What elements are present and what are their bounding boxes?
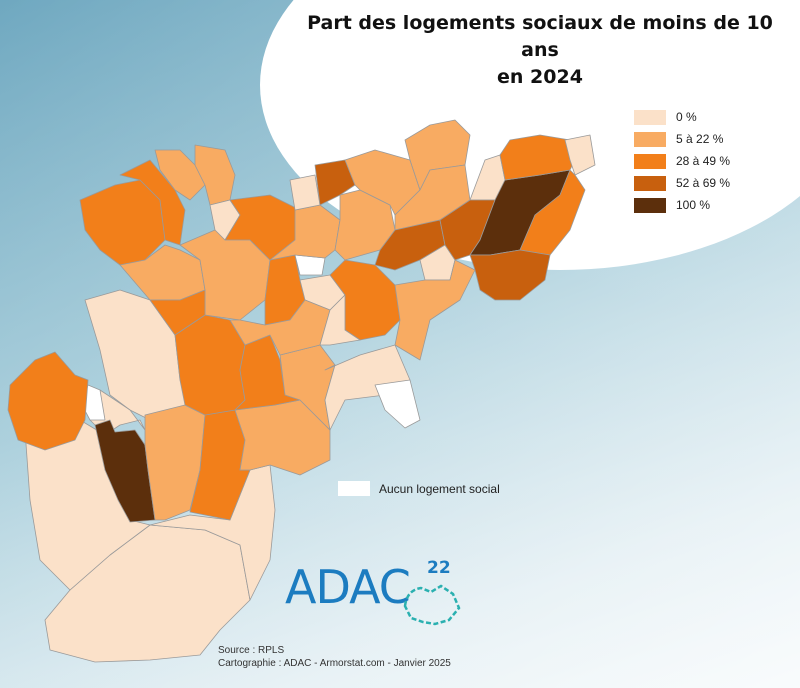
- legend-label: 5 à 22 %: [676, 132, 724, 146]
- title-line-2: en 2024: [497, 66, 583, 88]
- source-text: Source : RPLS: [218, 645, 285, 656]
- legend-item: 0 %: [634, 106, 730, 128]
- no-social-swatch: [338, 481, 370, 496]
- legend-item: 100 %: [634, 194, 730, 216]
- legend-item: 5 à 22 %: [634, 128, 730, 150]
- legend-swatch: [634, 197, 666, 213]
- commune: [7, 351, 89, 451]
- legend-swatch: [634, 175, 666, 191]
- no-social-label: Aucun logement social: [379, 481, 500, 496]
- commune: [394, 259, 476, 361]
- commune: [79, 179, 166, 266]
- legend: 0 % 5 à 22 % 28 à 49 % 52 à 69 % 100 %: [634, 106, 730, 216]
- commune: [324, 344, 411, 431]
- commune: [374, 379, 421, 429]
- commune: [294, 254, 326, 276]
- legend-label: 100 %: [676, 198, 711, 212]
- commune: [319, 294, 361, 346]
- commune: [564, 134, 596, 176]
- commune: [314, 159, 356, 206]
- commune: [149, 289, 206, 336]
- legend-label: 0 %: [676, 110, 697, 124]
- legend-label: 28 à 49 %: [676, 154, 731, 168]
- department-outline-icon: [403, 584, 461, 626]
- footer: Source : RPLS Cartographie : ADAC - Armo…: [218, 644, 451, 670]
- credits-text: Cartographie : ADAC - Armorstat.com - Ja…: [218, 658, 451, 669]
- commune: [269, 204, 341, 261]
- adac-logo: ADAC 22: [285, 558, 461, 626]
- legend-swatch: [634, 153, 666, 169]
- legend-swatch: [634, 109, 666, 125]
- logo-text: ADAC: [285, 560, 411, 614]
- commune: [154, 149, 206, 201]
- legend-swatch: [634, 131, 666, 147]
- commune: [174, 314, 246, 416]
- legend-item: 28 à 49 %: [634, 150, 730, 172]
- commune: [149, 464, 276, 601]
- legend-item: 52 à 69 %: [634, 172, 730, 194]
- no-social-legend: Aucun logement social: [338, 481, 500, 496]
- title-line-1: Part des logements sociaux de moins de 1…: [307, 12, 773, 61]
- map-title: Part des logements sociaux de moins de 1…: [300, 10, 780, 91]
- commune: [289, 174, 321, 211]
- legend-label: 52 à 69 %: [676, 176, 731, 190]
- logo-superscript: 22: [427, 558, 451, 578]
- commune: [234, 334, 301, 411]
- commune: [469, 249, 551, 301]
